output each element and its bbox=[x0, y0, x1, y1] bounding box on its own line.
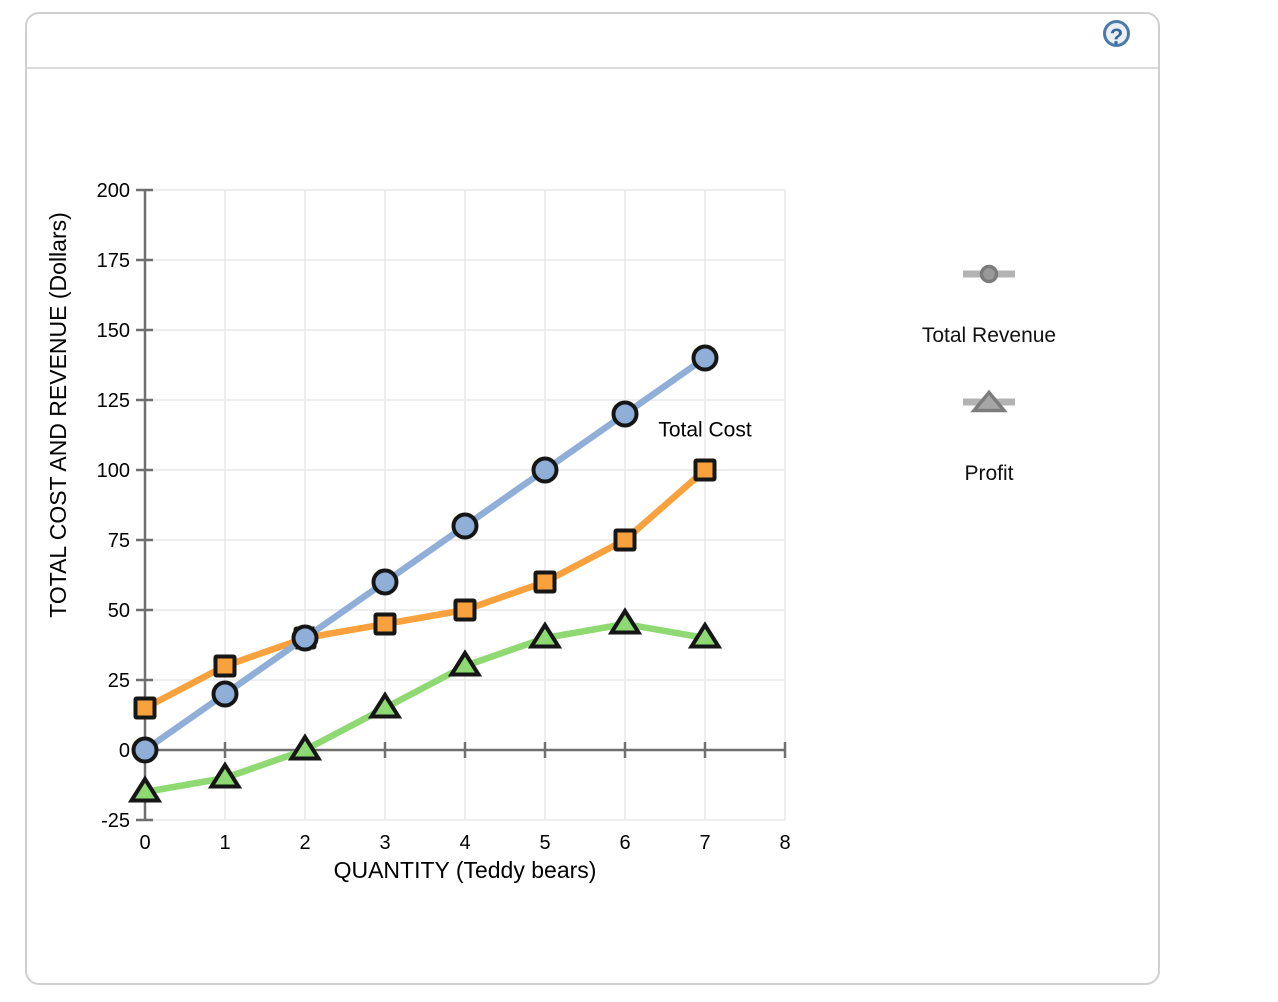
svg-text:0: 0 bbox=[139, 832, 150, 854]
exercise-card: ? -25 0 25 50 75 100 125 150 175 200 0 1 2 3 4 5 6 7 8 QUAN… bbox=[25, 12, 1160, 985]
point-total-revenue-q7[interactable] bbox=[691, 344, 719, 372]
svg-text:3: 3 bbox=[379, 832, 390, 854]
point-total-cost-q4[interactable] bbox=[453, 598, 477, 622]
point-total-cost-q7[interactable] bbox=[693, 458, 717, 482]
svg-text:175: 175 bbox=[97, 250, 130, 272]
point-total-cost-q6[interactable] bbox=[613, 528, 637, 552]
svg-text:200: 200 bbox=[97, 180, 130, 202]
svg-text:7: 7 bbox=[699, 832, 710, 854]
svg-text:75: 75 bbox=[108, 530, 130, 552]
series-profit bbox=[127, 607, 723, 803]
point-profit-q5[interactable] bbox=[527, 621, 563, 649]
point-total-cost-q0[interactable] bbox=[133, 696, 157, 720]
legend-palette: Total Revenue Profit bbox=[869, 249, 1109, 486]
svg-text:100: 100 bbox=[97, 460, 130, 482]
tick-labels: -25 0 25 50 75 100 125 150 175 200 0 1 2 3 4 5 6 7 8 bbox=[97, 180, 791, 854]
svg-text:5: 5 bbox=[539, 832, 550, 854]
svg-text:QUANTITY (Teddy bears): QUANTITY (Teddy bears) bbox=[334, 857, 597, 883]
legend-circle-marker-icon[interactable] bbox=[963, 261, 1015, 287]
axes bbox=[136, 188, 787, 822]
series-total-revenue bbox=[131, 344, 719, 764]
point-profit-q2[interactable] bbox=[287, 733, 323, 761]
svg-text:150: 150 bbox=[97, 320, 130, 342]
point-total-revenue-q6[interactable] bbox=[611, 400, 639, 428]
card-body: -25 0 25 50 75 100 125 150 175 200 0 1 2 3 4 5 6 7 8 QUANTI… bbox=[27, 69, 1158, 985]
point-total-cost-q5[interactable] bbox=[533, 570, 557, 594]
point-profit-q7[interactable] bbox=[687, 621, 723, 649]
axis-titles: QUANTITY (Teddy bears) TOTAL COST AND REV… bbox=[45, 212, 596, 883]
svg-text:25: 25 bbox=[108, 670, 130, 692]
svg-text:0: 0 bbox=[119, 740, 130, 762]
point-total-cost-q1[interactable] bbox=[213, 654, 237, 678]
point-profit-q3[interactable] bbox=[367, 691, 403, 719]
point-total-cost-q3[interactable] bbox=[373, 612, 397, 636]
legend-triangle-marker-icon[interactable] bbox=[963, 389, 1015, 415]
line-total-revenue bbox=[141, 354, 709, 754]
svg-text:2: 2 bbox=[299, 832, 310, 854]
line-total-cost bbox=[141, 466, 709, 712]
point-profit-q4[interactable] bbox=[447, 649, 483, 677]
point-profit-q0[interactable] bbox=[127, 775, 163, 803]
point-total-revenue-q1[interactable] bbox=[211, 680, 239, 708]
point-profit-q6[interactable] bbox=[607, 607, 643, 635]
point-profit-q1[interactable] bbox=[207, 761, 243, 789]
svg-text:4: 4 bbox=[459, 832, 470, 854]
point-total-revenue-q2[interactable] bbox=[291, 624, 319, 652]
point-total-revenue-q3[interactable] bbox=[371, 568, 399, 596]
card-header: ? bbox=[27, 14, 1158, 69]
point-total-revenue-q5[interactable] bbox=[531, 456, 559, 484]
legend-label-total-revenue: Total Revenue bbox=[921, 324, 1057, 347]
point-total-revenue-q4[interactable] bbox=[451, 512, 479, 540]
svg-text:6: 6 bbox=[619, 832, 630, 854]
help-button[interactable]: ? bbox=[1103, 20, 1130, 49]
question-mark-icon: ? bbox=[1109, 24, 1124, 49]
legend-label-profit: Profit bbox=[964, 462, 1014, 485]
annotation-total-cost: Total Cost bbox=[658, 418, 752, 441]
point-total-revenue-q0[interactable] bbox=[131, 736, 159, 764]
svg-text:50: 50 bbox=[108, 600, 130, 622]
svg-text:8: 8 bbox=[779, 832, 790, 854]
series-total-cost bbox=[133, 458, 717, 720]
svg-text:1: 1 bbox=[219, 832, 230, 854]
svg-text:-25: -25 bbox=[101, 810, 130, 832]
line-profit bbox=[141, 620, 709, 796]
svg-text:TOTAL COST AND REVENUE (Dollar: TOTAL COST AND REVENUE (Dollars) bbox=[45, 212, 71, 618]
gridlines bbox=[145, 189, 786, 821]
chart-svg: -25 0 25 50 75 100 125 150 175 200 0 1 2 3 4 5 6 7 8 QUANTI… bbox=[45, 180, 791, 883]
svg-text:125: 125 bbox=[97, 390, 130, 412]
